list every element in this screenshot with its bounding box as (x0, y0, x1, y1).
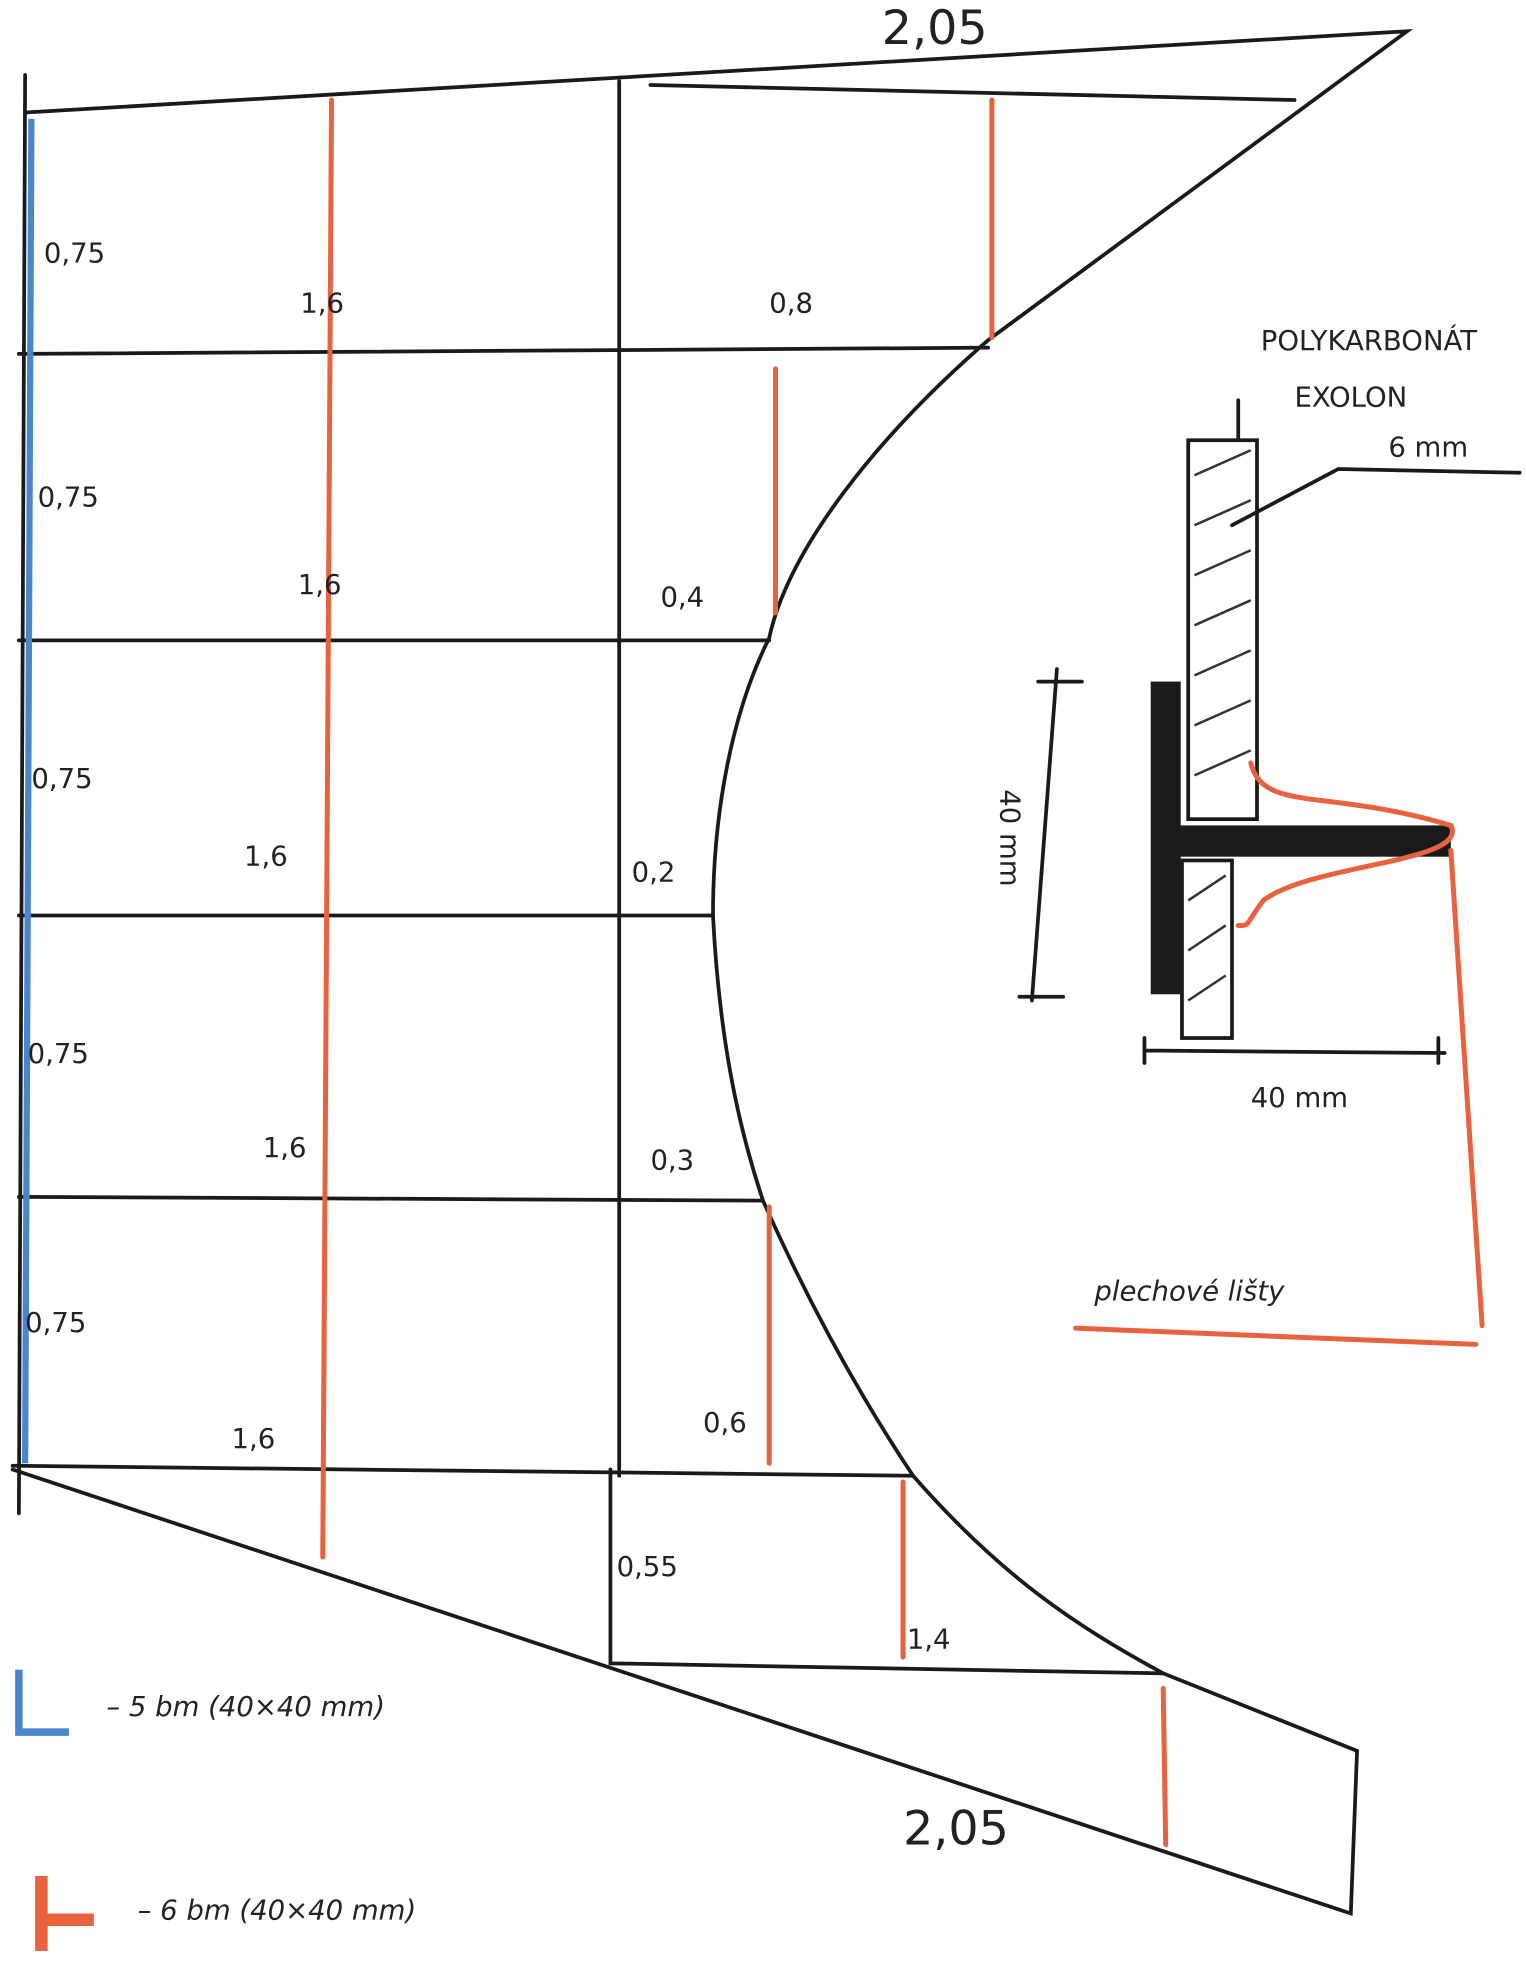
height-label: 40 mm (994, 789, 1026, 886)
bottom-dimension: 2,05 (903, 1802, 1009, 1857)
right-label: 0,8 (769, 288, 813, 320)
left-label: 0,75 (38, 482, 99, 514)
right-label: 0,3 (650, 1144, 694, 1176)
width-label: 40 mm (1251, 1082, 1348, 1114)
left-label: 0,75 (44, 238, 105, 270)
legend-label: – 6 bm (40×40 mm) (138, 1895, 417, 1927)
left-label: 0,75 (31, 763, 92, 795)
center-label: 1,6 (263, 1132, 307, 1164)
legend-label: – 5 bm (40×40 mm) (106, 1691, 385, 1723)
right-label: 0,6 (703, 1407, 747, 1439)
left-label: 0,75 (28, 1038, 89, 1070)
detail (1017, 398, 1522, 1347)
material: EXOLON (1295, 381, 1408, 413)
left-label: 0,75 (25, 1307, 86, 1339)
legend-marks (15, 1669, 94, 1951)
right-label: 0,4 (660, 582, 704, 614)
center-label: 1,6 (231, 1423, 275, 1455)
frame (10, 29, 1414, 1917)
center-label: 1,6 (300, 288, 344, 320)
material: 6 mm (1388, 431, 1468, 463)
note: plechové lišty (1093, 1276, 1285, 1308)
material: POLYKARBONÁT (1261, 323, 1477, 357)
lower-label: 0,55 (617, 1551, 678, 1583)
lower-label: 1,4 (907, 1623, 951, 1655)
top-dimension: 2,05 (882, 1, 988, 56)
center-label: 1,6 (244, 840, 288, 872)
center-label: 1,6 (298, 569, 342, 601)
right-label: 0,2 (632, 857, 676, 889)
